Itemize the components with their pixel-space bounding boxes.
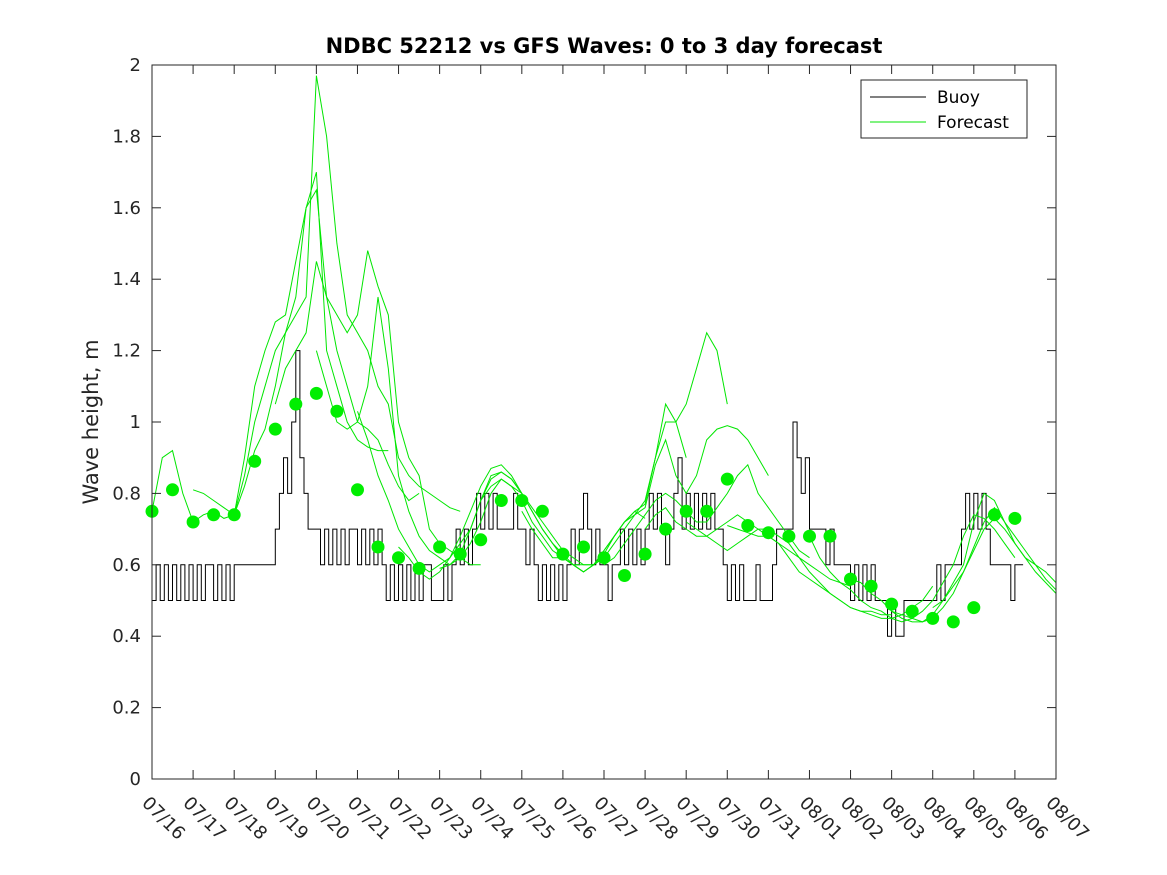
y-tick-label: 1.8 <box>112 126 141 147</box>
forecast-point <box>268 422 282 436</box>
forecast-point <box>823 529 837 543</box>
chart-title: NDBC 52212 vs GFS Waves: 0 to 3 day fore… <box>326 34 883 58</box>
forecast-point <box>535 504 549 518</box>
forecast-line-2 <box>233 75 461 515</box>
forecast-line-4 <box>315 296 523 566</box>
y-axis-ticks: 0 0.2 0.4 0.6 0.8 1 1.2 1.4 1.6 1.8 2 <box>112 55 1056 790</box>
y-tick-label: 1.6 <box>112 198 141 219</box>
forecast-point <box>803 529 816 543</box>
forecast-point <box>720 472 734 486</box>
forecast-line-18 <box>932 506 1057 609</box>
forecast-point <box>782 529 796 543</box>
forecast-point <box>618 569 631 582</box>
forecast-point <box>844 572 857 586</box>
forecast-point <box>166 483 179 497</box>
forecast-point <box>864 579 878 593</box>
y-tick-label: 0.6 <box>112 555 141 576</box>
y-tick-label: 0.4 <box>112 626 141 647</box>
forecast-point <box>885 597 899 611</box>
forecast-point <box>494 494 508 507</box>
forecast-point <box>659 522 673 536</box>
forecast-point <box>351 483 364 497</box>
y-tick-label: 0.8 <box>112 483 141 504</box>
forecast-markers <box>145 386 1022 629</box>
forecast-line-10 <box>562 425 769 566</box>
forecast-point <box>761 526 775 540</box>
forecast-point <box>433 540 447 554</box>
forecast-line-11 <box>603 463 810 566</box>
forecast-line-17 <box>891 492 1057 623</box>
forecast-point <box>905 604 919 618</box>
forecast-line-3 <box>274 250 481 566</box>
forecast-point <box>741 519 755 532</box>
forecast-point <box>330 404 344 418</box>
y-tick-label: 0.2 <box>112 698 141 719</box>
forecast-line-9 <box>521 331 728 573</box>
plot-area <box>152 65 1056 779</box>
forecast-point <box>638 547 652 561</box>
y-axis-label: Wave height, m <box>79 339 103 504</box>
forecast-point <box>679 504 693 518</box>
y-tick-label: 1.2 <box>112 341 141 362</box>
forecast-point <box>207 508 221 522</box>
forecast-line-6 <box>398 464 605 580</box>
forecast-point <box>289 397 303 411</box>
y-tick-label: 1 <box>130 412 141 433</box>
forecast-point <box>248 454 262 468</box>
forecast-point <box>227 508 241 522</box>
legend-buoy-label: Buoy <box>937 88 980 108</box>
forecast-point <box>474 533 488 547</box>
forecast-point <box>515 494 529 507</box>
legend-box <box>860 79 1028 139</box>
y-tick-label: 2 <box>130 55 141 76</box>
forecast-point <box>371 540 385 554</box>
forecast-point <box>987 508 1001 522</box>
forecast-point <box>453 547 467 561</box>
legend: Buoy Forecast <box>860 79 1028 139</box>
forecast-point <box>412 561 426 575</box>
forecast-point <box>926 611 940 625</box>
forecast-point <box>309 386 323 400</box>
forecast-point <box>556 547 570 561</box>
forecast-point <box>700 504 714 518</box>
forecast-point <box>597 551 611 565</box>
forecast-line-5 <box>357 411 564 573</box>
forecast-point <box>186 515 200 529</box>
y-tick-label: 1.4 <box>112 269 141 290</box>
forecast-point <box>392 551 405 565</box>
y-tick-label: 0 <box>130 769 141 790</box>
forecast-point <box>967 601 981 615</box>
legend-forecast-label: Forecast <box>937 113 1009 133</box>
forecast-point <box>946 615 960 629</box>
forecast-point <box>1008 511 1022 525</box>
forecast-point <box>577 540 590 554</box>
